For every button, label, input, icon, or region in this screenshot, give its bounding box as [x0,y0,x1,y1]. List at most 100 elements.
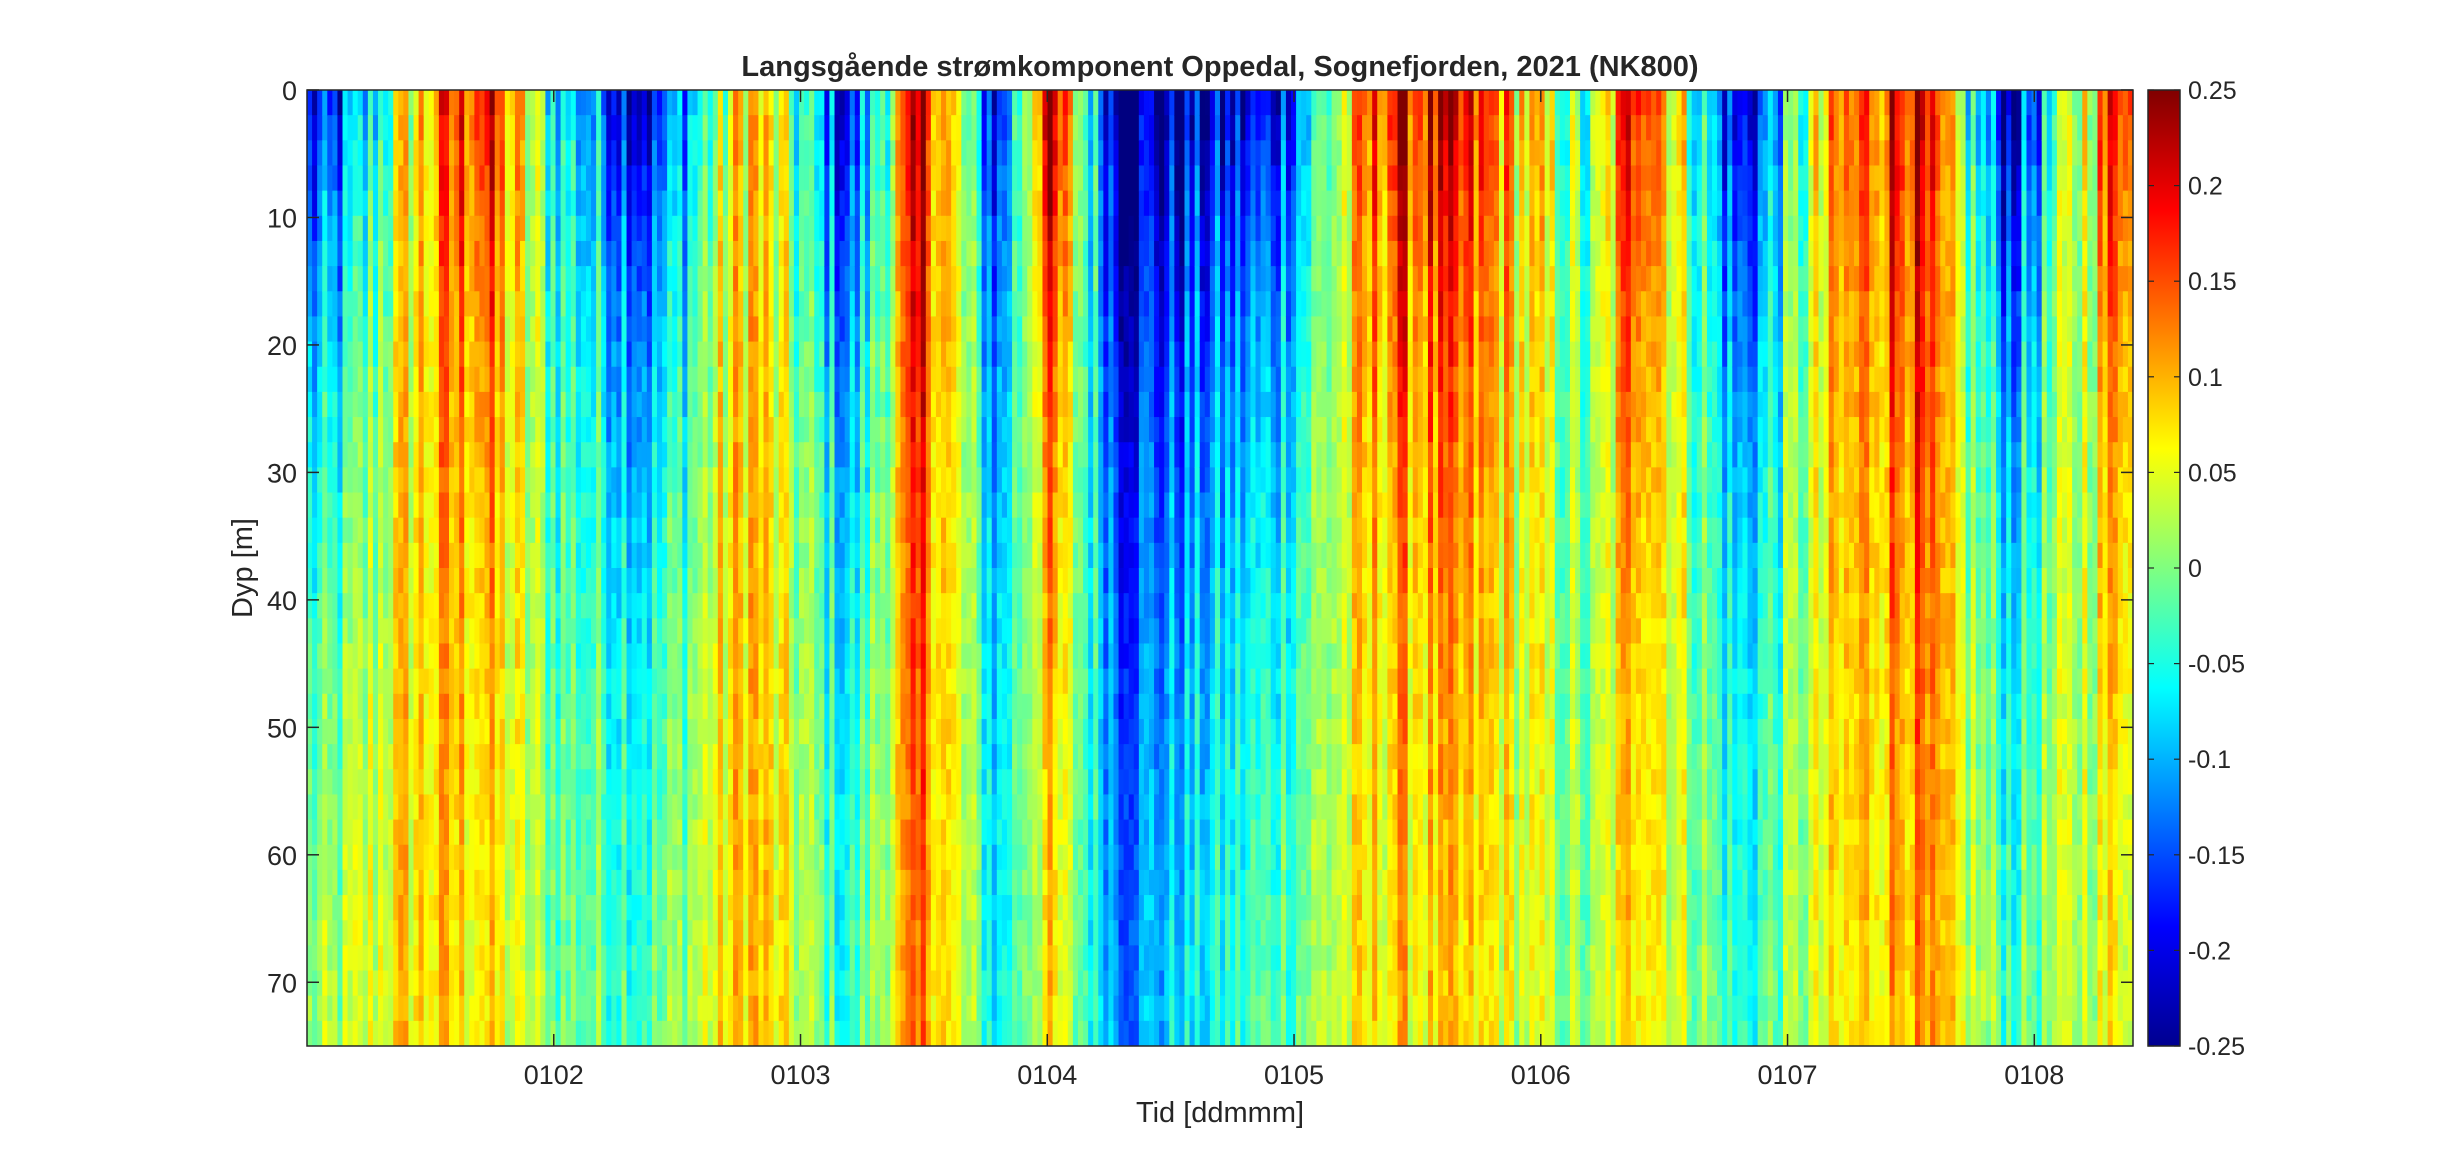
heatmap-cell [880,291,886,318]
heatmap-cell [428,417,435,443]
heatmap-cell [459,291,465,318]
heatmap-cell [692,668,699,695]
heatmap-cell [555,895,562,921]
heatmap-cell [743,215,749,242]
heatmap-cell [347,391,354,418]
heatmap-cell [337,895,344,921]
heatmap-cell [337,794,344,821]
heatmap-cell [799,542,805,569]
heatmap-cell [854,995,861,1022]
heatmap-cell [641,744,648,770]
heatmap-cell [829,568,836,594]
heatmap-cell [687,920,694,946]
heatmap-cell [920,593,927,619]
heatmap-cell [550,90,557,116]
heatmap-cell [895,819,902,846]
heatmap-cell [702,517,709,544]
heatmap-cell [352,90,359,116]
heatmap-cell [733,668,739,695]
heatmap-cell [631,316,638,343]
heatmap-cell [656,517,663,544]
heatmap-cell [748,769,754,796]
heatmap-cell [443,718,450,745]
heatmap-cell [844,618,851,645]
heatmap-cell [956,970,962,997]
heatmap-cell [834,945,841,972]
heatmap-cell [880,945,886,972]
heatmap-cell [347,190,354,217]
heatmap-cell [829,366,836,393]
heatmap-cell [763,291,770,318]
heatmap-cell [915,920,922,946]
heatmap-cell [941,366,947,393]
heatmap-cell [687,794,694,821]
heatmap-cell [662,568,668,594]
heatmap-cell [651,945,658,972]
heatmap-cell [575,442,582,468]
heatmap-cell [692,769,699,796]
heatmap-cell [636,341,643,368]
heatmap-cell [327,215,333,242]
heatmap-cell [459,995,465,1022]
heatmap-cell [824,593,831,619]
heatmap-cell [372,819,379,846]
heatmap-cell [870,718,876,745]
heatmap-cell [961,316,967,343]
heatmap-cell [469,769,475,796]
heatmap-cell [956,341,962,368]
heatmap-cell [895,492,902,519]
heatmap-cell [469,869,475,896]
heatmap-cell [758,90,765,116]
heatmap-cell [753,920,760,946]
heatmap-cell [580,391,587,418]
heatmap-cell [697,744,704,770]
heatmap-cell [753,442,760,468]
heatmap-cell [585,794,592,821]
heatmap-cell [525,442,531,468]
heatmap-cell [626,316,633,343]
heatmap-cell [829,869,836,896]
heatmap-cell [935,718,942,745]
heatmap-cell [499,618,506,645]
heatmap-cell [509,869,516,896]
heatmap-cell [844,718,851,745]
heatmap-cell [763,391,770,418]
heatmap-cell [651,90,658,116]
heatmap-cell [454,945,460,972]
heatmap-cell [788,215,795,242]
heatmap-cell [824,417,831,443]
heatmap-cell [758,391,765,418]
heatmap-cell [560,190,567,217]
heatmap-cell [961,744,967,770]
heatmap-cell [438,542,445,569]
heatmap-cell [530,869,536,896]
heatmap-cell [930,215,937,242]
heatmap-cell [322,417,328,443]
heatmap-cell [672,769,678,796]
heatmap-cell [935,517,942,544]
heatmap-cell [870,115,876,141]
heatmap-cell [763,115,770,141]
heatmap-cell [357,366,364,393]
heatmap-cell [367,568,374,594]
heatmap-cell [748,240,754,267]
heatmap-cell [372,744,379,770]
heatmap-cell [449,568,455,594]
heatmap-cell [656,668,663,695]
heatmap-cell [839,693,846,720]
heatmap-cell [697,366,704,393]
heatmap-cell [966,1020,973,1046]
heatmap-cell [722,618,729,645]
heatmap-cell [646,542,653,569]
heatmap-cell [646,215,653,242]
heatmap-cell [844,945,851,972]
heatmap-cell [560,618,567,645]
heatmap-cell [570,366,577,393]
heatmap-cell [672,140,678,167]
heatmap-cell [900,391,907,418]
heatmap-cell [788,1020,795,1046]
heatmap-cell [489,90,496,116]
heatmap-cell [738,995,744,1022]
heatmap-cell [342,693,349,720]
heatmap-cell [520,492,526,519]
